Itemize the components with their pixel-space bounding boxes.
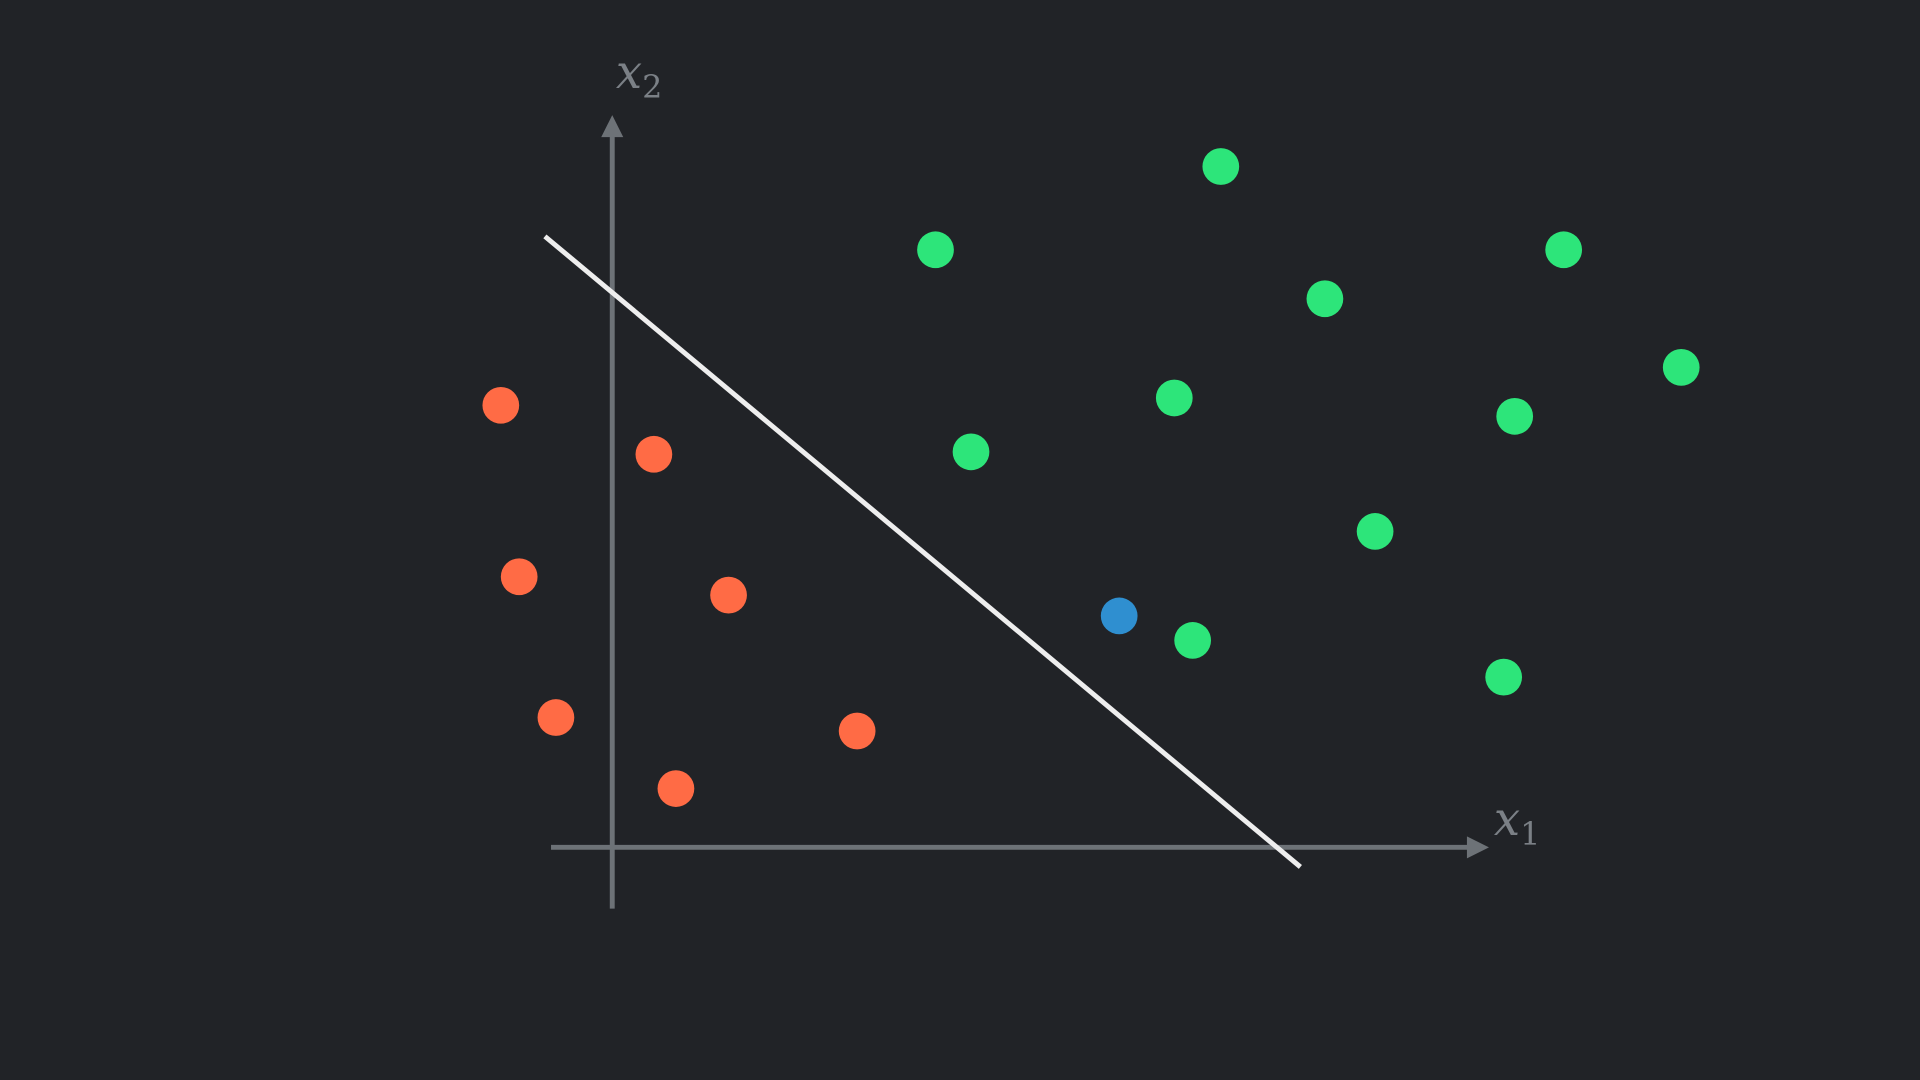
point: [635, 435, 673, 473]
point: [710, 576, 747, 614]
point: [482, 386, 520, 424]
point: [1202, 148, 1240, 185]
point: [1545, 231, 1583, 269]
point: [1496, 397, 1534, 435]
point: [500, 558, 538, 596]
y-label-base: x: [616, 45, 642, 99]
point: [657, 770, 695, 807]
point: [1485, 658, 1523, 696]
x-arrow: [1466, 836, 1489, 859]
x-label-subscript: 1: [1520, 815, 1540, 853]
point: [917, 231, 954, 269]
point: [1174, 622, 1212, 659]
red-points: [482, 386, 876, 807]
axes: [551, 132, 1470, 909]
point: [1356, 513, 1394, 550]
point: [838, 712, 876, 750]
point: [952, 433, 990, 471]
point: [1662, 348, 1700, 386]
green-points: [917, 148, 1700, 696]
x-label: x1: [1494, 792, 1541, 853]
decision-boundary: [543, 234, 1302, 869]
query-point: [1100, 597, 1138, 635]
point: [1155, 379, 1193, 417]
y-arrow: [601, 115, 624, 138]
point: [1306, 280, 1344, 318]
y-label: x2: [616, 45, 662, 106]
y-label-subscript: 2: [642, 68, 662, 106]
point: [537, 699, 575, 736]
x-label-base: x: [1494, 792, 1520, 846]
